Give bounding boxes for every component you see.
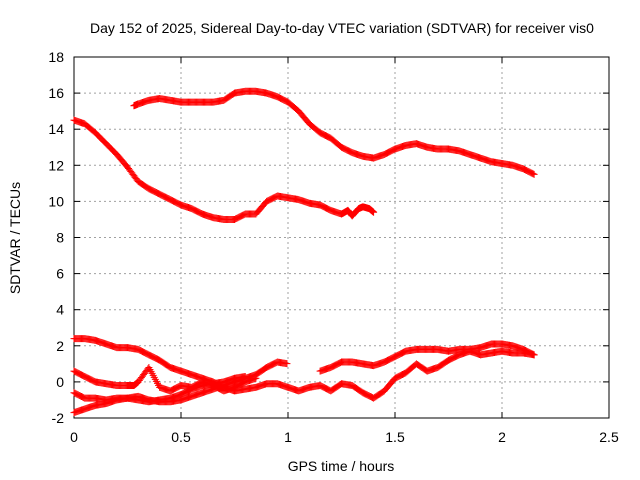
y-tick-label: 18 bbox=[48, 49, 64, 65]
data-point bbox=[241, 372, 249, 380]
x-tick-label: 1 bbox=[284, 429, 292, 445]
y-tick-label: -2 bbox=[52, 410, 65, 426]
x-axis-label: GPS time / hours bbox=[288, 458, 395, 474]
y-tick-label: 14 bbox=[48, 121, 64, 137]
series-upper-track bbox=[130, 87, 538, 178]
x-tick-label: 1.5 bbox=[385, 429, 405, 445]
y-tick-label: 12 bbox=[48, 157, 64, 173]
axis-layer: 0 0.5 1 1.5 2 2.5 -2 0 2 4 6 8 10 12 14 16 18 bbox=[48, 49, 619, 445]
y-tick-label: 10 bbox=[48, 193, 64, 209]
y-tick-label: 6 bbox=[56, 266, 64, 282]
x-tick-label: 2.5 bbox=[599, 429, 619, 445]
x-tick-label: 0.5 bbox=[171, 429, 191, 445]
data-point bbox=[529, 170, 537, 178]
series-descending-track bbox=[70, 116, 378, 223]
y-tick-label: 4 bbox=[56, 302, 64, 318]
series-lower-track-a bbox=[70, 335, 538, 402]
y-axis-label: SDTVAR / TECUs bbox=[7, 182, 23, 294]
x-tick-label: 0 bbox=[70, 429, 78, 445]
data-point bbox=[529, 350, 537, 358]
data-layer bbox=[70, 87, 538, 417]
data-point bbox=[370, 208, 378, 216]
data-point bbox=[283, 360, 291, 368]
y-tick-label: 2 bbox=[56, 338, 64, 354]
data-point bbox=[530, 351, 538, 359]
series-lower-track-b bbox=[70, 340, 538, 417]
data-point bbox=[252, 374, 260, 382]
y-tick-label: 0 bbox=[56, 374, 64, 390]
y-tick-label: 8 bbox=[56, 230, 64, 246]
data-point bbox=[530, 170, 538, 178]
chart-title: Day 152 of 2025, Sidereal Day-to-day VTE… bbox=[90, 20, 594, 36]
series-lower-track-d bbox=[70, 372, 249, 406]
y-tick-label: 16 bbox=[48, 85, 64, 101]
x-tick-label: 2 bbox=[498, 429, 506, 445]
